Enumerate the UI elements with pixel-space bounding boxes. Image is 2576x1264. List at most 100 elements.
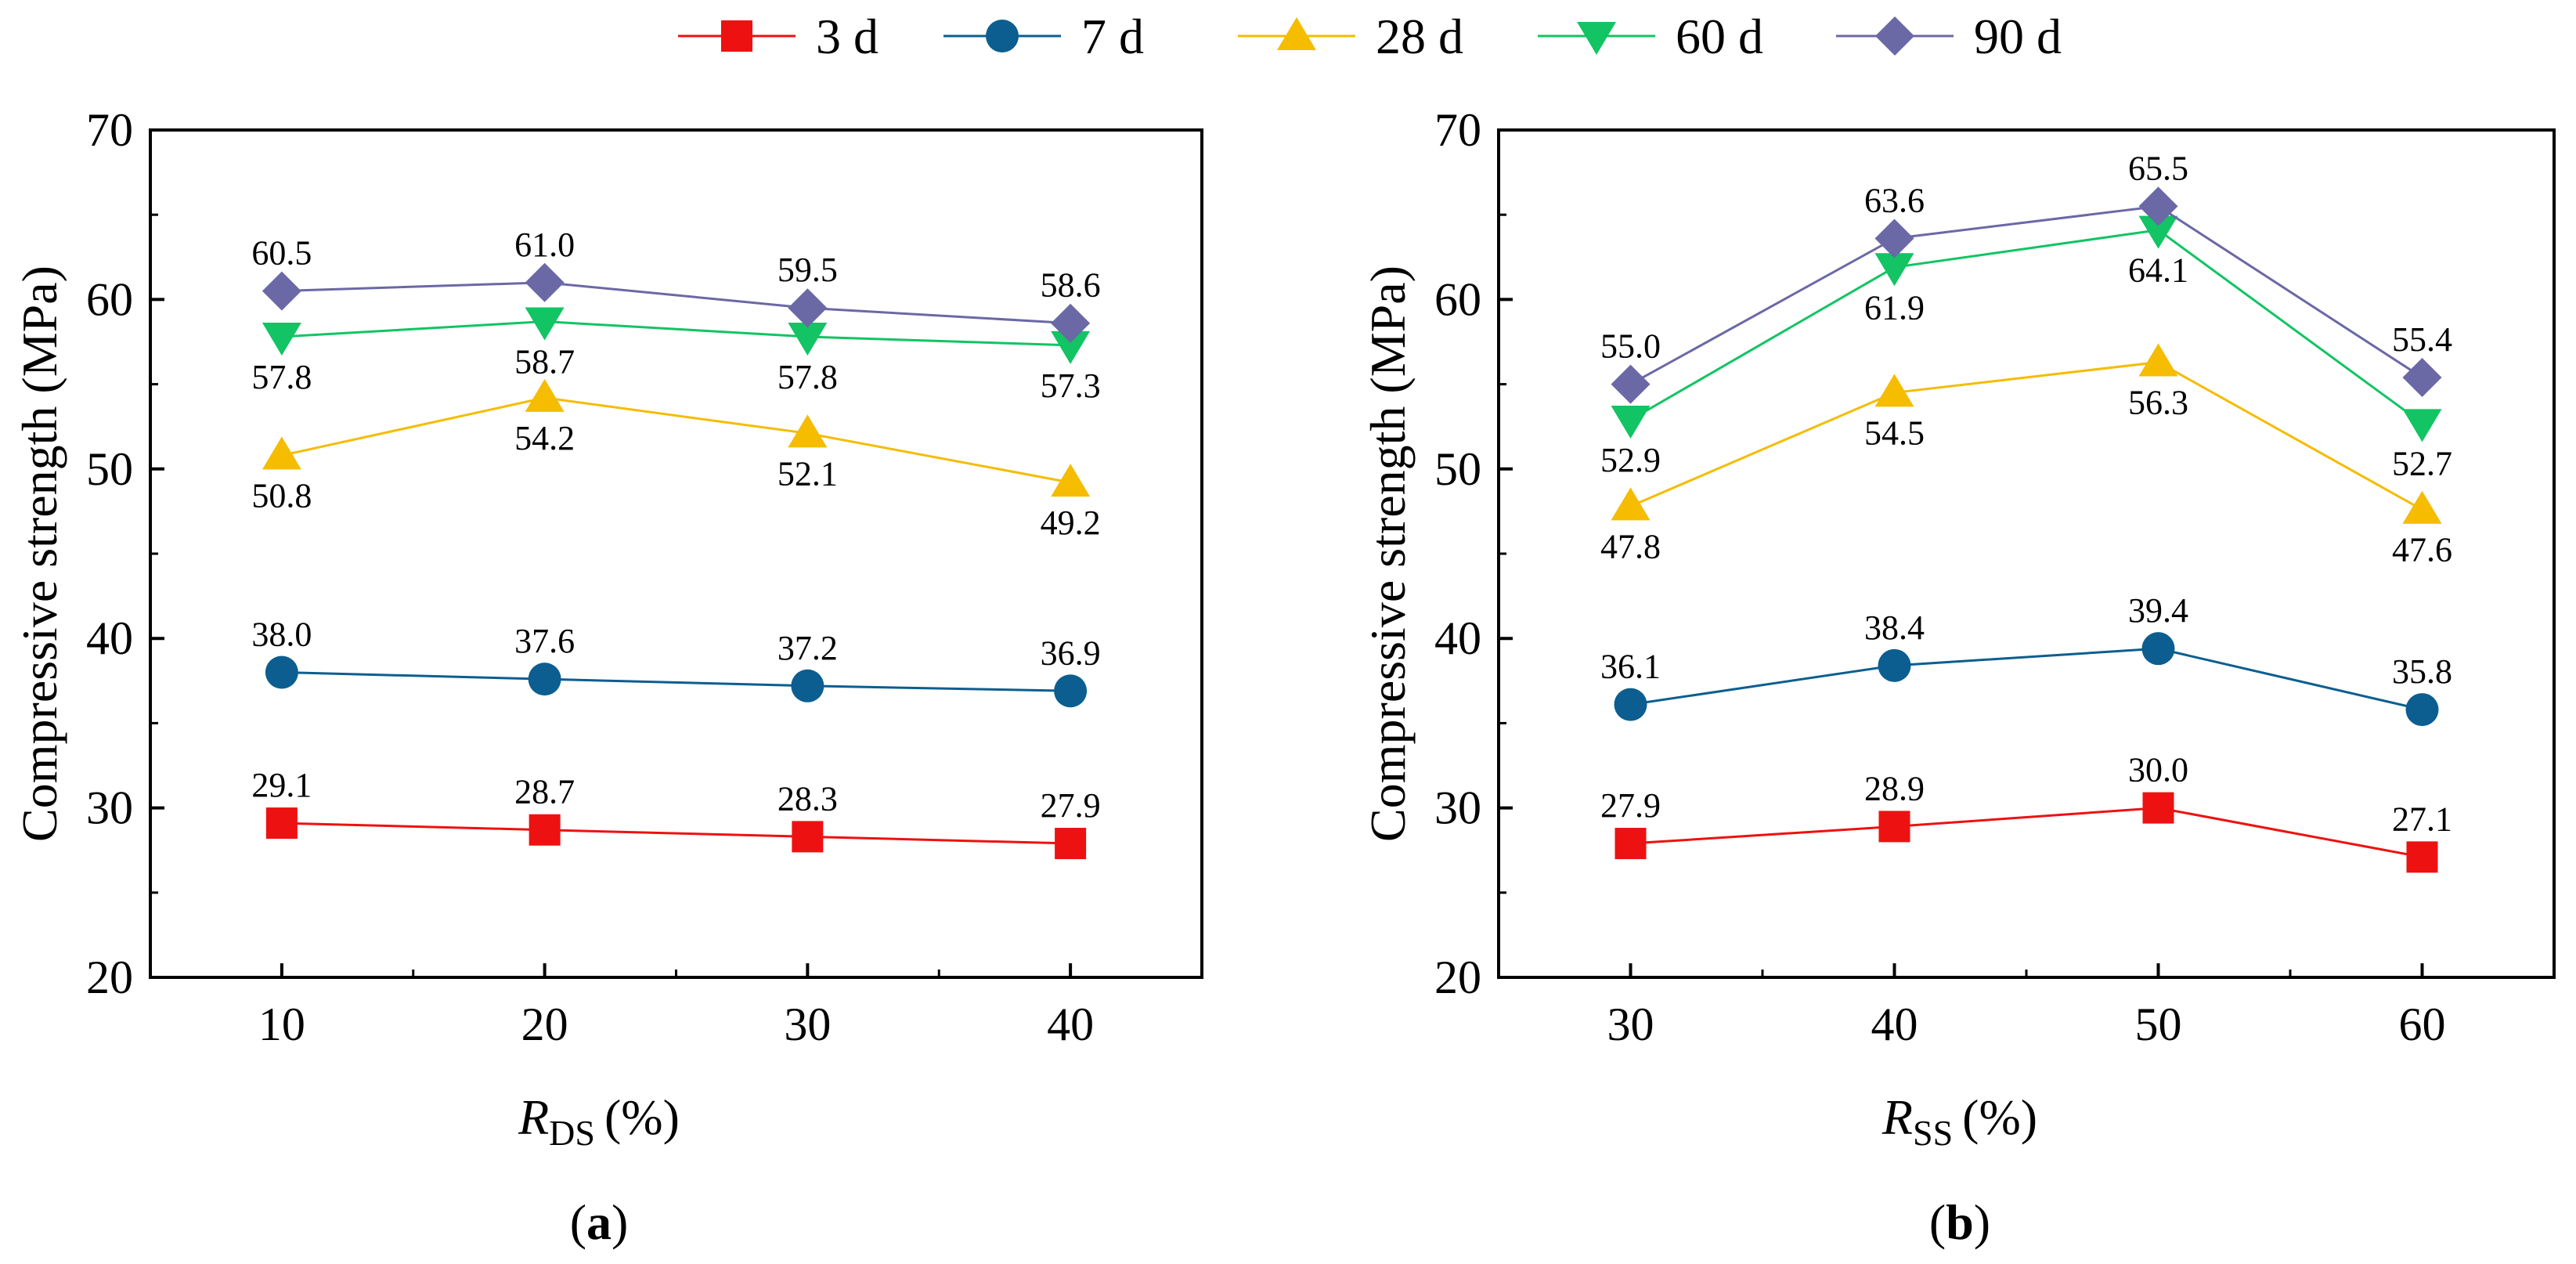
data-point-d60 (2138, 215, 2178, 249)
data-point-d90 (788, 288, 828, 328)
data-label-d28: 49.2 (1041, 504, 1101, 542)
data-label-d28: 54.5 (1864, 414, 1925, 452)
legend-item-d90: 90 d (1836, 9, 2062, 64)
data-label-d7: 38.0 (251, 615, 312, 653)
y-tick-label: 30 (86, 782, 133, 834)
legend-label-d7: 7 d (1081, 9, 1144, 64)
legend-marker-d7 (986, 20, 1019, 52)
x-tick-label: 40 (1047, 999, 1094, 1050)
legend-label-d90: 90 d (1974, 9, 2062, 64)
data-label-d90: 55.4 (2392, 320, 2452, 359)
y-axis-title: Compressive strength (MPa) (12, 265, 67, 842)
data-point-d60 (262, 323, 301, 356)
y-tick-label: 70 (1434, 104, 1481, 156)
data-point-d3 (265, 807, 298, 840)
data-point-d28 (788, 414, 828, 448)
y-tick-label: 40 (1434, 612, 1481, 664)
data-label-d3: 30.0 (2128, 751, 2188, 789)
data-label-d7: 35.8 (2392, 652, 2452, 691)
series-line-d90 (1629, 204, 2423, 385)
data-point-d28 (1051, 464, 1091, 497)
data-point-d7 (1878, 648, 1911, 682)
series-line-d7 (281, 670, 1071, 692)
series-line-d28 (1629, 360, 2423, 511)
series-d90: 55.0 63.6 65.5 55.4 (1600, 149, 2452, 404)
panel-label-open: ( (570, 1194, 586, 1250)
series-line-d60 (281, 320, 1071, 347)
data-label-d3: 28.3 (777, 779, 838, 818)
x-axis-title-main: R (1881, 1089, 1913, 1145)
legend-marker-d60 (1577, 22, 1616, 55)
series-d60: 57.8 58.7 57.8 57.3 (251, 307, 1101, 405)
series-line-d3 (1630, 807, 2423, 858)
panel-label-open: ( (1929, 1194, 1946, 1250)
data-point-d60 (525, 307, 565, 341)
data-label-d60: 64.1 (2128, 251, 2188, 290)
series-d60: 52.9 61.9 64.1 52.7 (1600, 215, 2452, 482)
data-point-d60 (1051, 330, 1091, 364)
series-d28: 47.8 54.5 56.3 47.6 (1600, 343, 2452, 569)
panel-b: 20 30 40 50 60 70 30 40 50 60 Compressive strength… (1360, 104, 2556, 1250)
data-point-d3 (792, 821, 824, 853)
data-point-d7 (265, 655, 298, 689)
data-point-d3 (1055, 828, 1087, 860)
series-d3: 29.1 28.7 28.3 27.9 (251, 766, 1101, 860)
data-label-d3: 29.1 (251, 766, 312, 804)
data-label-d90: 65.5 (2128, 149, 2188, 187)
data-label-d60: 52.9 (1600, 441, 1661, 479)
x-axis-title-sub: DS (549, 1113, 595, 1153)
data-label-d60: 57.8 (777, 358, 838, 396)
data-point-d90 (2402, 357, 2442, 397)
series-line-d3 (281, 822, 1071, 845)
y-tick-label: 50 (86, 443, 133, 495)
legend-marker-d90 (1875, 16, 1914, 56)
series-d28: 50.8 54.2 52.1 49.2 (251, 378, 1101, 542)
data-point-d28 (262, 436, 301, 470)
panel-label-close: ) (1974, 1194, 1990, 1250)
x-axis-title-unit: (%) (1962, 1089, 2037, 1145)
data-point-d7 (2141, 632, 2175, 666)
data-label-d60: 61.9 (1864, 288, 1925, 327)
data-label-d3: 27.1 (2392, 800, 2452, 838)
data-label-d7: 38.4 (1864, 609, 1925, 647)
data-label-d90: 61.0 (514, 226, 575, 264)
data-point-d28 (2402, 490, 2442, 524)
panel-label-letter: b (1946, 1194, 1974, 1250)
data-label-d7: 37.6 (514, 622, 575, 660)
data-point-d3 (2406, 841, 2438, 873)
data-label-d90: 63.6 (1864, 181, 1925, 219)
series-line-d90 (281, 281, 1071, 325)
x-tick-label: 20 (521, 999, 568, 1050)
data-label-d60: 52.7 (2392, 444, 2452, 482)
data-point-d60 (1611, 406, 1651, 439)
data-label-d60: 57.8 (251, 358, 312, 396)
data-point-d28 (1611, 487, 1651, 521)
data-point-d90 (262, 271, 301, 311)
x-tick-label: 50 (2135, 999, 2182, 1050)
x-axis-title: RDS (%) (518, 1089, 680, 1153)
data-point-d7 (528, 663, 561, 696)
data-label-d3: 28.7 (514, 773, 575, 811)
series-d3: 27.9 28.9 30.0 27.1 (1600, 751, 2452, 873)
legend-marker-d3 (721, 20, 752, 52)
series-d90: 60.5 61.0 59.5 58.6 (251, 226, 1101, 343)
series-line-d60 (1629, 229, 2423, 424)
panel-a: 20 30 40 50 60 70 10 20 30 40 Compressive strength… (12, 104, 1203, 1250)
legend-item-d28: 28 d (1238, 9, 1463, 64)
data-point-d28 (2138, 343, 2178, 377)
data-point-d90 (1611, 364, 1651, 404)
data-label-d7: 36.1 (1600, 648, 1661, 686)
x-tick-label: 30 (784, 999, 831, 1050)
legend-item-d7: 7 d (943, 9, 1144, 64)
legend: 3 d 7 d 28 d 60 d 90 d (678, 9, 2062, 64)
data-label-d60: 58.7 (514, 343, 575, 381)
data-label-d28: 52.1 (777, 454, 838, 493)
data-point-d60 (1874, 253, 1914, 287)
data-point-d3 (1878, 811, 1910, 843)
y-tick-label: 60 (86, 273, 133, 325)
series-line-d28 (281, 396, 1071, 484)
data-label-d3: 27.9 (1600, 786, 1661, 825)
data-point-d90 (2138, 186, 2178, 226)
data-label-d28: 47.6 (2392, 531, 2452, 569)
